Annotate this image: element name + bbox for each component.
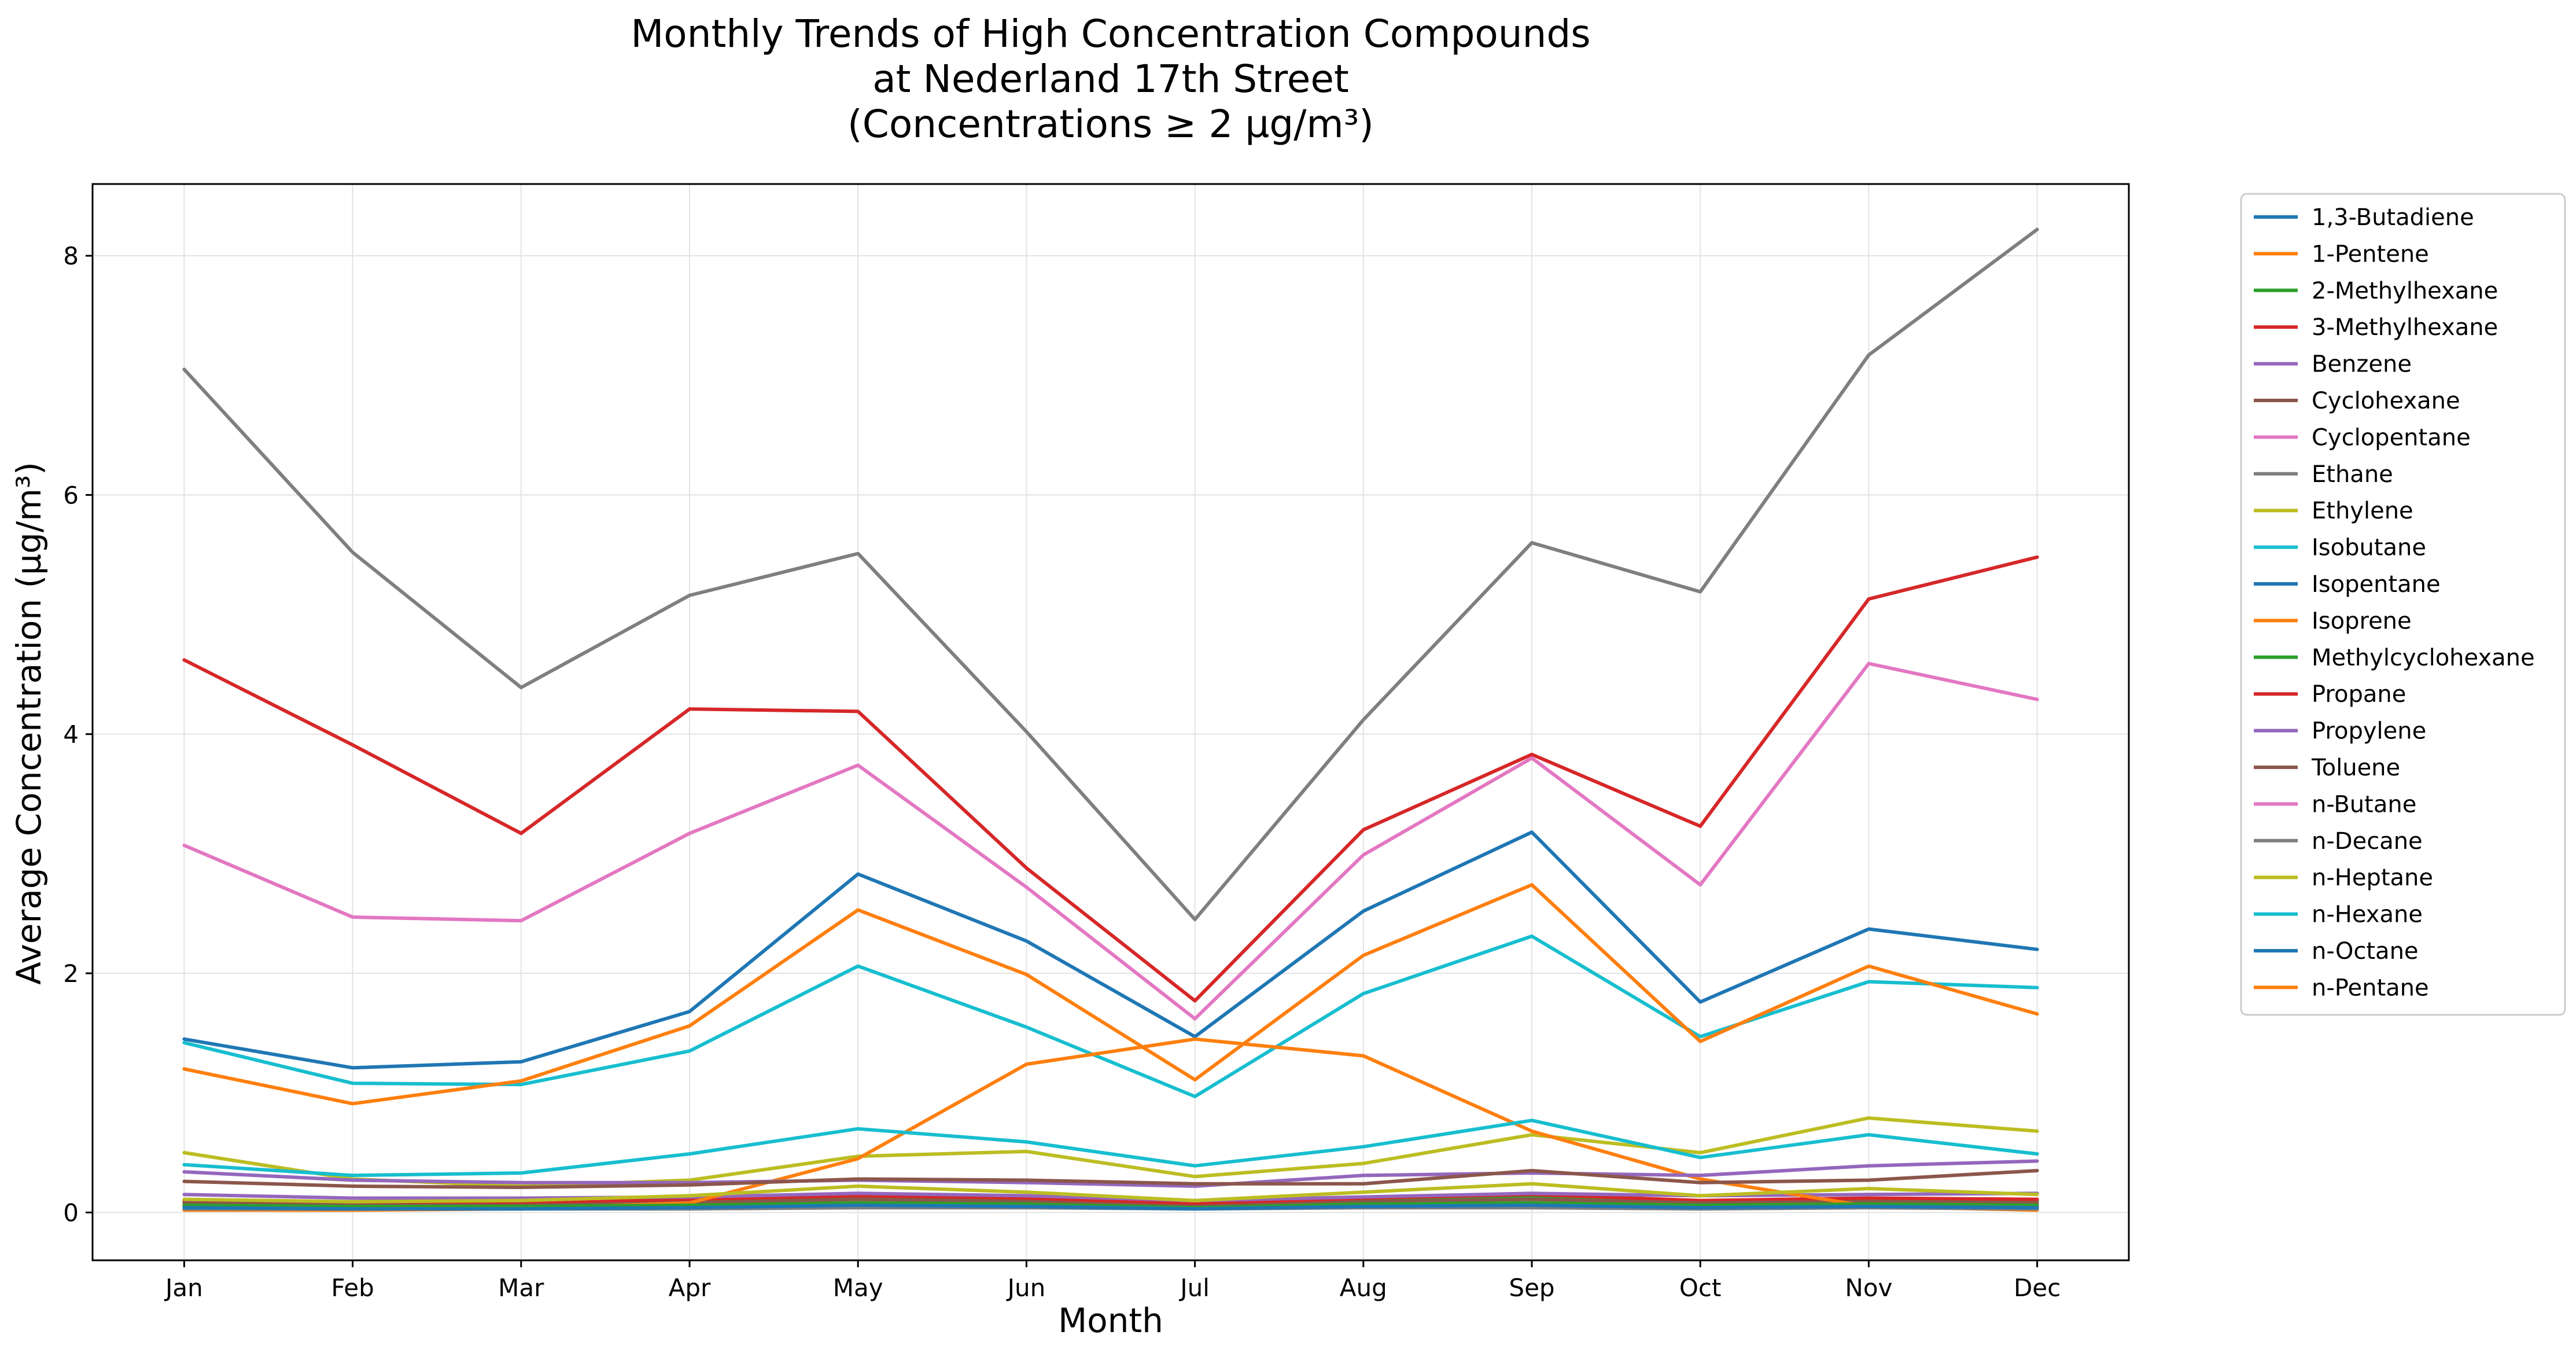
x-tick-label: Nov <box>1845 1274 1892 1302</box>
legend-entry: Isoprene <box>2312 608 2412 634</box>
legend-entry: 1,3-Butadiene <box>2312 204 2474 231</box>
x-tick-label: Sep <box>1509 1274 1554 1302</box>
series-line-3-methylhexane <box>182 1193 2039 1206</box>
y-tick-label: 0 <box>63 1198 79 1227</box>
legend-entry: Propane <box>2312 681 2406 708</box>
legend-entry: Isobutane <box>2312 535 2426 561</box>
chart-title-line-3: (Concentrations ≥ 2 µg/m³) <box>847 102 1374 146</box>
x-tick-label: Jul <box>1178 1274 1210 1302</box>
series-line-toluene <box>182 1169 2039 1189</box>
x-tick-label: Apr <box>669 1274 711 1302</box>
series-line-n-heptane <box>182 1182 2039 1204</box>
tick-layer: Jan Feb Mar Apr May Jun Jul Aug Sep Oct Nov Dec 0 2 4 6… <box>63 242 2061 1302</box>
y-tick-label: 2 <box>63 959 79 988</box>
legend-entry: Ethylene <box>2312 498 2413 524</box>
legend-box <box>2240 193 2566 1016</box>
legend-entry: n-Decane <box>2312 828 2423 855</box>
series-line-n-hexane <box>182 1119 2039 1178</box>
y-tick-label: 8 <box>63 242 79 270</box>
x-tick-label: Jun <box>1006 1274 1046 1302</box>
chart-title-line-1: Monthly Trends of High Concentration Com… <box>631 12 1591 56</box>
series-line-methylcyclohexane <box>182 1201 2039 1210</box>
legend-entry: Toluene <box>2311 755 2400 781</box>
legend-entry: n-Butane <box>2312 791 2416 818</box>
series-line-n-butane <box>182 661 2039 1021</box>
x-tick-label: Mar <box>498 1274 544 1302</box>
y-tick-label: 4 <box>63 720 79 749</box>
y-axis-label: Average Concentration (µg/m³) <box>9 462 49 985</box>
legend-entry: Methylcyclohexane <box>2312 645 2535 671</box>
legend-entry: Propylene <box>2312 718 2426 745</box>
x-tick-label: May <box>833 1274 883 1302</box>
series-line-ethane <box>182 227 2039 921</box>
x-tick-label: Oct <box>1679 1274 1722 1302</box>
x-tick-label: Feb <box>331 1274 374 1302</box>
y-tick-label: 6 <box>63 481 79 509</box>
legend-entry: 2-Methylhexane <box>2312 278 2498 304</box>
legend-entry: n-Pentane <box>2312 974 2429 1001</box>
legend-entry: Ethane <box>2312 461 2393 488</box>
series-line-n-pentane <box>182 883 2039 1106</box>
series-line-ethylene <box>182 1116 2039 1188</box>
legend-entry: Isopentane <box>2312 571 2441 598</box>
x-tick-label: Jan <box>164 1274 203 1302</box>
legend: 1,3-Butadiene 1-Pentene 2-Methylhexane 3-Me… <box>2240 193 2566 1016</box>
series-line-propane <box>182 555 2039 1003</box>
series-layer <box>182 227 2039 1212</box>
legend-entry: n-Octane <box>2312 938 2419 965</box>
series-line-n-octane <box>182 1203 2039 1211</box>
legend-entry: 3-Methylhexane <box>2312 314 2498 341</box>
legend-entry: Cyclohexane <box>2312 388 2460 414</box>
series-line-isopentane <box>182 830 2039 1070</box>
chart-title-line-2: at Nederland 17th Street <box>872 57 1349 101</box>
legend-entry: Cyclopentane <box>2312 424 2471 451</box>
legend-entry: n-Hexane <box>2312 902 2423 928</box>
grid-layer <box>93 184 2129 1260</box>
series-line-propylene <box>182 1159 2039 1188</box>
legend-entry: 1-Pentene <box>2312 241 2429 267</box>
x-axis-label: Month <box>1058 1301 1163 1340</box>
legend-entry: Benzene <box>2312 351 2412 378</box>
x-tick-label: Aug <box>1340 1274 1387 1302</box>
legend-entry: n-Heptane <box>2312 865 2433 891</box>
x-tick-label: Dec <box>2014 1274 2061 1302</box>
plot-frame <box>91 183 2130 1261</box>
